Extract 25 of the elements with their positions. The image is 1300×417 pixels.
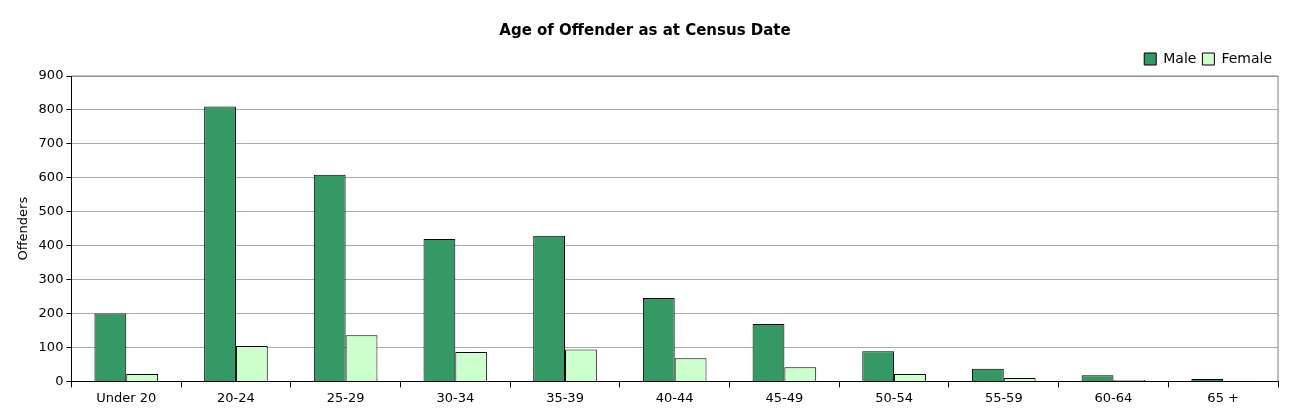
x-tick-label: 20-24 <box>217 389 255 405</box>
x-tick-label: 40-44 <box>655 389 694 405</box>
y-tick-label: 800 <box>38 101 64 117</box>
y-axis-title: Offenders <box>15 196 31 261</box>
y-tick-label: 300 <box>38 270 64 286</box>
y-tick-label: 400 <box>38 237 64 253</box>
x-tick-label: 55-59 <box>984 389 1023 405</box>
x-tick-label: 25-29 <box>326 389 365 405</box>
y-tick-label: 900 <box>38 67 64 83</box>
y-tick-label: 500 <box>38 203 64 219</box>
y-tick-label: 700 <box>38 135 64 151</box>
x-tick-label: 30-34 <box>436 389 475 405</box>
legend-label: Female <box>1221 49 1272 66</box>
y-tick-label: 200 <box>38 304 64 320</box>
legend-label: Male <box>1163 49 1197 66</box>
x-tick-label: 35-39 <box>546 389 584 405</box>
x-tick-label: 50-54 <box>875 389 913 405</box>
x-tick-label: Under 20 <box>96 389 157 405</box>
x-tick-label: 65 + <box>1207 389 1239 405</box>
chart-title: Age of Offender as at Census Date <box>499 20 791 39</box>
y-tick-label: 0 <box>55 372 64 388</box>
x-tick-label: 60-64 <box>1094 389 1133 405</box>
y-tick-label: 600 <box>38 169 64 185</box>
x-tick-label: 45-49 <box>765 389 804 405</box>
y-tick-label: 100 <box>38 338 64 354</box>
